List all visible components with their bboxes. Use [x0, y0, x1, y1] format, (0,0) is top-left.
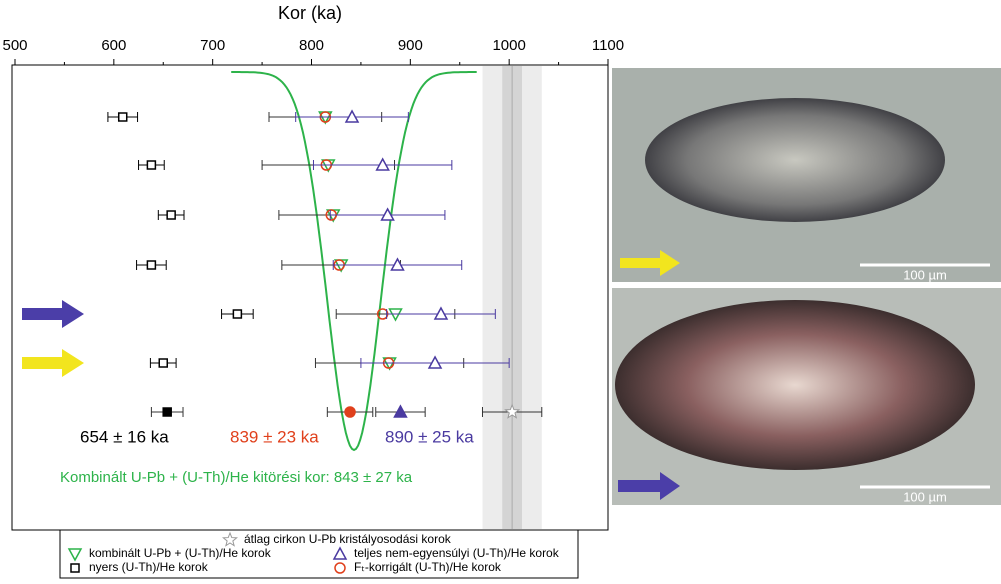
marker-square: [232, 309, 243, 319]
marker-square: [146, 260, 157, 270]
eruption-label: Kombinált U-Pb + (U-Th)/He kitörési kor:…: [60, 469, 413, 486]
marker-up-triangle: [427, 355, 443, 369]
marker-up-triangle: [344, 109, 360, 123]
marker-up-triangle: [433, 306, 449, 320]
scale-label: 100 µm: [903, 267, 947, 282]
marker-up-triangle: [390, 257, 405, 271]
x-tick-label: 1000: [492, 37, 525, 54]
marker-square: [158, 358, 168, 368]
x-tick-label: 800: [299, 37, 324, 54]
summary-label: 890 ± 25 ka: [385, 427, 474, 446]
x-tick-label: 500: [2, 37, 27, 54]
marker-star: [504, 403, 521, 419]
legend-label: kombinált U-Pb + (U-Th)/He korok: [89, 546, 272, 560]
marker-up-triangle: [393, 404, 408, 418]
marker-up-triangle: [332, 546, 348, 560]
marker-up-triangle: [375, 157, 390, 171]
legend-label: átlag cirkon U-Pb kristályosodási korok: [244, 532, 452, 546]
marker-square: [166, 210, 176, 220]
marker-circle: [344, 406, 356, 418]
x-tick-label: 900: [398, 37, 423, 54]
zircon-crystal: [615, 300, 975, 470]
summary-label: 839 ± 23 ka: [230, 427, 319, 446]
legend-label: nyers (U-Th)/He korok: [89, 560, 209, 574]
marker-square: [146, 160, 157, 170]
marker-circle: [334, 562, 346, 574]
marker-up-triangle: [380, 207, 395, 221]
scale-label: 100 µm: [903, 489, 947, 504]
x-tick-label: 700: [200, 37, 225, 54]
marker-square: [70, 563, 80, 573]
arrow-yellow: [22, 349, 84, 377]
eruption-curve: [231, 71, 477, 452]
arrow-purple: [22, 300, 84, 328]
legend-label: teljes nem-egyensúlyi (U-Th)/He korok: [354, 546, 560, 560]
x-tick-label: 1100: [592, 37, 624, 54]
marker-square: [162, 407, 172, 417]
arrow-yellow: [620, 250, 680, 276]
marker-square: [117, 112, 128, 122]
legend: [59, 529, 579, 579]
marker-down-triangle: [67, 548, 83, 562]
legend-label: Fₜ-korrigált (U-Th)/He korok: [354, 560, 502, 574]
axis-title: Kor (ka): [278, 3, 342, 23]
zircon-crystal: [645, 98, 945, 222]
summary-label: 654 ± 16 ka: [80, 427, 169, 446]
x-tick-label: 600: [101, 37, 126, 54]
marker-star: [222, 531, 238, 547]
arrow-purple: [618, 472, 680, 500]
